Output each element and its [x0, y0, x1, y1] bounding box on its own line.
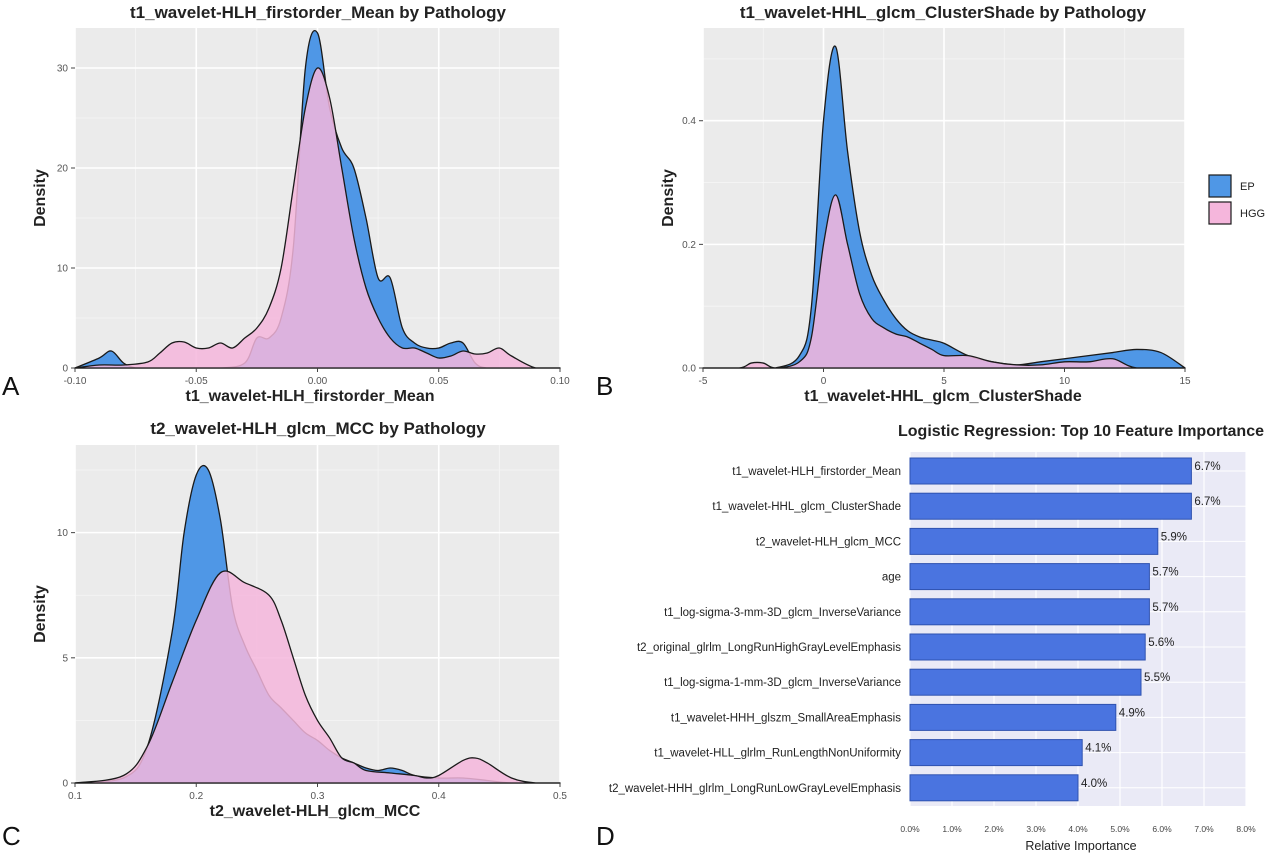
x-tick-label: 3.0%: [1026, 824, 1046, 834]
panel-title: t1_wavelet-HHL_glcm_ClusterShade by Path…: [740, 3, 1147, 22]
category-label: t2_wavelet-HLH_glcm_MCC: [756, 536, 901, 548]
category-label: age: [882, 572, 901, 584]
y-tick-label: 0: [62, 779, 68, 790]
hgg-density-area: [74, 570, 561, 784]
bar-panel: 0.0% 1.0% 2.0% 3.0% 4.0% 5.0% 6.0% 7.0% 8.0% 6.7%…: [596, 423, 1264, 853]
hgg-density-area: [702, 194, 1186, 369]
x-tick-label: 0.5: [553, 791, 567, 802]
x-axis-label: t2_wavelet-HLH_glcm_MCC: [210, 803, 421, 820]
bar: [909, 527, 1159, 555]
bar-value-label: 5.5%: [1144, 672, 1170, 684]
category-label: t1_wavelet-HHH_glszm_SmallAreaEmphasis: [671, 712, 901, 724]
panel-letter: C: [2, 821, 21, 851]
y-tick-label: 5: [62, 653, 68, 664]
y-tick-label: 0.0: [682, 364, 696, 375]
x-tick-label: 5: [941, 376, 947, 387]
x-tick-label: 0.00: [308, 376, 328, 387]
x-tick-label: 0.0%: [900, 824, 920, 834]
category-label: t1_log-sigma-1-mm-3D_glcm_InverseVarianc…: [664, 677, 901, 689]
y-axis-label: Density: [660, 169, 677, 227]
x-tick-label: 0.05: [429, 376, 449, 387]
panel-letter: A: [2, 371, 20, 401]
x-tick-label: 15: [1179, 376, 1191, 387]
category-label: t1_wavelet-HLH_firstorder_Mean: [732, 466, 901, 478]
y-tick-label: 0.2: [682, 240, 696, 251]
bar: [909, 563, 1150, 591]
density-panel-3: 0.1 0.2 0.3 0.4 0.5 0 5 10 t2_wavelet-HLH_glcm_M…: [2, 419, 567, 851]
x-tick-label: 4.0%: [1068, 824, 1088, 834]
y-tick-label: 0.4: [682, 116, 696, 127]
y-axis-label: Density: [32, 585, 49, 643]
bar: [909, 492, 1192, 520]
x-tick-label: 5.0%: [1110, 824, 1130, 834]
bar-value-label: 5.7%: [1152, 602, 1178, 614]
x-tick-label: 0.1: [68, 791, 82, 802]
x-axis-label: t1_wavelet-HHL_glcm_ClusterShade: [804, 388, 1082, 405]
y-tick-label: 30: [57, 64, 69, 75]
bar-value-label: 4.1%: [1085, 743, 1111, 755]
category-label: t1_wavelet-HHL_glcm_ClusterShade: [712, 501, 901, 513]
panel-title: t2_wavelet-HLH_glcm_MCC by Pathology: [150, 419, 486, 438]
x-tick-label: 7.0%: [1194, 824, 1214, 834]
x-tick-label: 6.0%: [1152, 824, 1172, 834]
x-tick-label: 2.0%: [984, 824, 1004, 834]
category-label: t2_wavelet-HHH_glrlm_LongRunLowGrayLevel…: [609, 783, 901, 795]
bar-value-label: 6.7%: [1194, 461, 1220, 473]
bar-value-label: 6.7%: [1194, 496, 1220, 508]
x-tick-label: 10: [1059, 376, 1071, 387]
category-label: t1_log-sigma-3-mm-3D_glcm_InverseVarianc…: [664, 607, 901, 619]
x-tick-label: -5: [699, 376, 708, 387]
bar: [909, 703, 1117, 731]
legend-label: EP: [1240, 181, 1255, 193]
x-tick-label: 1.0%: [942, 824, 962, 834]
hgg-density-area: [74, 67, 561, 369]
bar: [909, 739, 1083, 767]
legend-key-ep: [1208, 174, 1232, 198]
bar: [909, 668, 1142, 696]
y-tick-label: 0: [62, 364, 68, 375]
bar-value-label: 4.0%: [1081, 778, 1107, 790]
category-label: t1_wavelet-HLL_glrlm_RunLengthNonUniform…: [654, 748, 901, 760]
y-tick-label: 20: [57, 164, 69, 175]
y-axis-label: Density: [32, 169, 49, 227]
y-tick-label: 10: [57, 264, 69, 275]
bar: [909, 774, 1079, 802]
x-tick-label: 0.10: [550, 376, 570, 387]
bar: [909, 633, 1146, 661]
category-label: t2_original_glrlm_LongRunHighGrayLevelEm…: [637, 642, 901, 654]
bar-value-label: 5.6%: [1148, 637, 1174, 649]
x-tick-label: 0.3: [311, 791, 325, 802]
panel-letter: B: [596, 371, 613, 401]
panel-title: t1_wavelet-HLH_firstorder_Mean by Pathol…: [130, 3, 507, 22]
x-tick-label: -0.10: [64, 376, 87, 387]
bar-value-label: 5.9%: [1161, 531, 1187, 543]
density-panel-1: -0.10 -0.05 0.00 0.05 0.10 0 10 20 30 t1_wavelet-…: [2, 3, 570, 405]
bar: [909, 457, 1192, 485]
bar: [909, 598, 1150, 626]
x-axis-label: t1_wavelet-HLH_firstorder_Mean: [186, 388, 435, 405]
x-tick-label: 0.4: [432, 791, 446, 802]
panel-letter: D: [596, 821, 615, 851]
y-tick-label: 10: [57, 528, 69, 539]
x-tick-label: 8.0%: [1236, 824, 1256, 834]
bar-value-label: 5.7%: [1152, 567, 1178, 579]
x-axis-label: Relative Importance: [1025, 839, 1136, 853]
x-tick-label: -0.05: [185, 376, 208, 387]
legend-key-hgg: [1208, 201, 1232, 225]
legend-label: HGG: [1240, 208, 1265, 220]
x-tick-label: 0: [821, 376, 827, 387]
panel-title: Logistic Regression: Top 10 Feature Impo…: [898, 423, 1264, 440]
legend: EP HGG: [1208, 174, 1265, 225]
x-tick-label: 0.2: [189, 791, 203, 802]
bar-value-label: 4.9%: [1119, 707, 1145, 719]
density-panel-2: -5 0 5 10 15 0.0 0.2 0.4 t1_wavelet-HHL_glcm_Clu…: [596, 3, 1191, 405]
